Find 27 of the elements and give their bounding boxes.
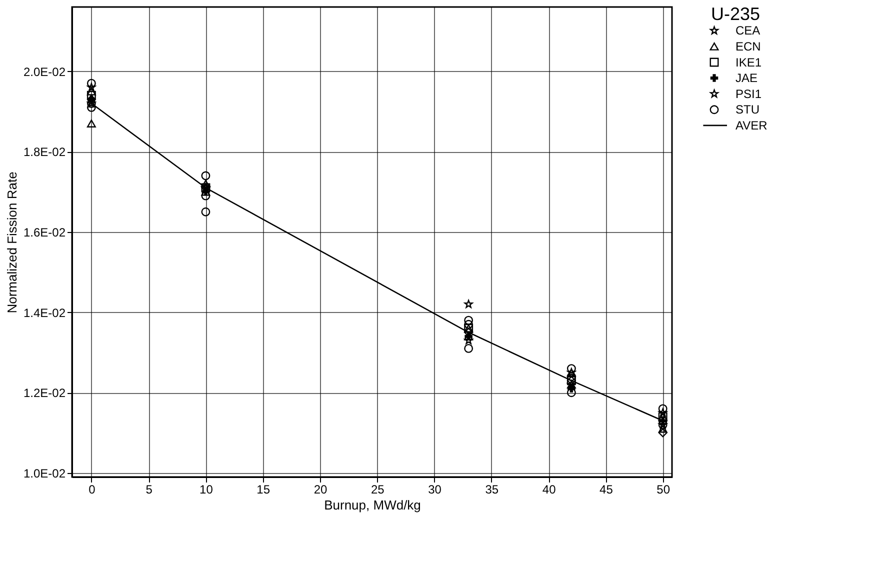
x-tick-label: 50 [656, 482, 670, 496]
x-tick-label: 20 [314, 482, 328, 496]
x-axis-title: Burnup, MWd/kg [324, 498, 421, 512]
y-tick-label: 1.8E-02 [23, 145, 66, 160]
y-tick-label: 1.6E-02 [23, 225, 66, 240]
x-tick-label: 25 [370, 482, 385, 496]
legend-label: ECN [736, 39, 761, 54]
y-tick-label: 2.0E-02 [23, 64, 66, 79]
x-tick-label: 35 [485, 482, 499, 496]
legend-label: AVER [736, 118, 768, 132]
y-tick-label: 1.4E-02 [23, 306, 66, 320]
x-tick-label: 30 [428, 482, 442, 496]
x-tick-label: 40 [542, 482, 556, 496]
y-axis-title: Normalized Fission Rate [4, 172, 20, 314]
x-tick-label: 5 [146, 482, 153, 496]
x-tick-label: 15 [256, 482, 270, 496]
legend-label: IKE1 [736, 55, 762, 70]
x-tick-label: 10 [200, 482, 214, 496]
x-tick-label: 0 [88, 482, 96, 496]
text: U-235 [710, 4, 760, 24]
legend-label: JAE [736, 71, 758, 86]
legend-label: STU [736, 102, 760, 117]
legend-label: CEA [736, 24, 760, 38]
x-tick-label: 45 [600, 482, 614, 496]
legend-label: PSI1 [736, 86, 762, 101]
y-tick-label: 1.2E-02 [23, 386, 66, 400]
y-tick-label: 1.0E-02 [23, 466, 66, 480]
